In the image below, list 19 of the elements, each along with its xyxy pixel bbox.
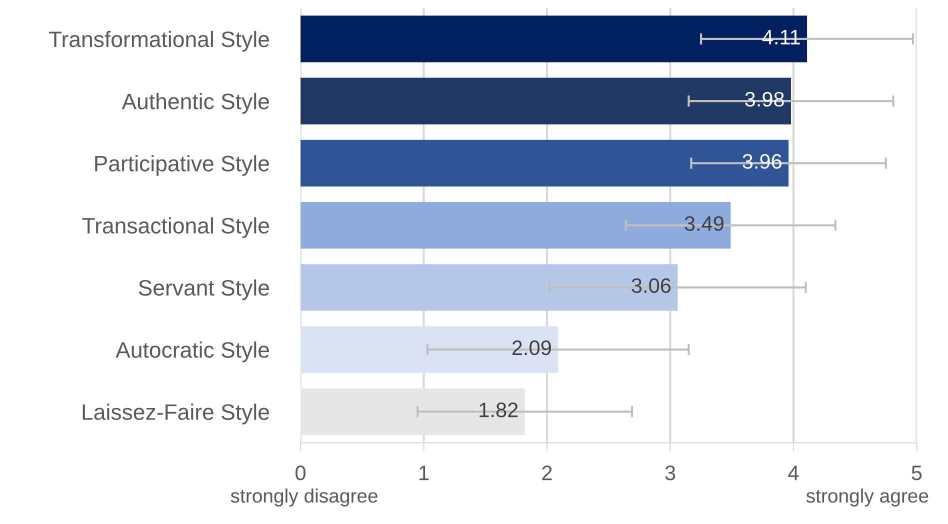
y-tick-label: Authentic Style [122, 93, 269, 114]
data-label: 2.09 [512, 340, 551, 356]
text: strongly disagree [230, 488, 378, 507]
data-label: 3.06 [632, 278, 671, 294]
y-tick-label: Participative Style [95, 155, 269, 176]
x-tick-label: 5 [912, 466, 922, 480]
x-tick-label: 4 [788, 466, 799, 480]
data-label: 3.49 [684, 216, 724, 231]
y-tick-label: Autocratic Style [116, 342, 269, 362]
y-tick-label: Transactional Style [82, 217, 269, 238]
text: strongly agree [806, 488, 928, 507]
x-tick-label: 3 [665, 466, 676, 480]
y-tick-label: Transformational Style [49, 30, 269, 52]
data-label: 1.82 [480, 402, 518, 418]
x-tick-label: 0 [296, 466, 306, 480]
x-tick-label: 1 [420, 466, 429, 480]
x-tick-label: 2 [542, 466, 552, 480]
y-tick-label: Servant Style [138, 279, 269, 300]
y-tick-label: Laissez-Faire Style [82, 404, 269, 424]
